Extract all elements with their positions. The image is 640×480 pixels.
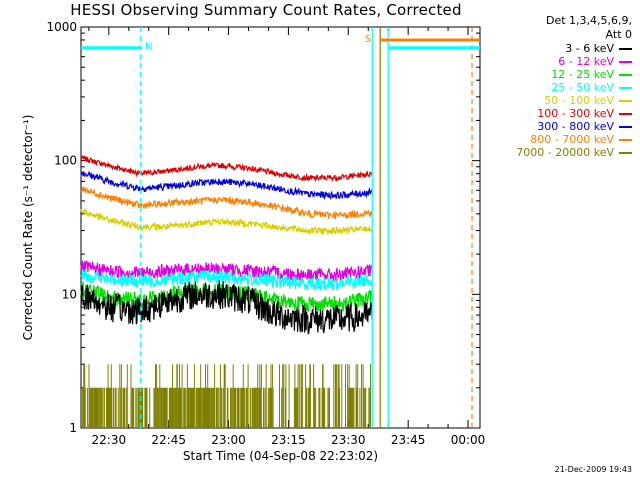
y-tick-label: 1000 <box>46 20 77 34</box>
x-tick-label: 23:00 <box>211 433 246 447</box>
legend-item: 12 - 25 keV <box>484 68 632 81</box>
legend-swatch <box>619 138 632 141</box>
legend-item: 7000 - 20000 keV <box>484 146 632 159</box>
legend-item-label: 25 - 50 keV <box>551 81 614 94</box>
y-tick-label: 10 <box>62 287 77 301</box>
legend-item-label: 800 - 7000 keV <box>530 133 614 146</box>
legend-header-line-1: Det 1,3,4,5,6,9, <box>545 14 632 27</box>
x-tick-label: 23:15 <box>271 433 306 447</box>
legend-swatch <box>619 112 632 115</box>
legend-item-label: 7000 - 20000 keV <box>516 146 614 159</box>
series-line <box>80 281 373 313</box>
legend-swatch <box>619 99 632 102</box>
legend-swatch <box>619 47 632 50</box>
legend: Det 1,3,4,5,6,9, Att 0 3 - 6 keV 6 - 12 k… <box>484 14 632 159</box>
series-line <box>80 155 373 183</box>
x-tick-label: 23:30 <box>331 433 366 447</box>
legend-item: 800 - 7000 keV <box>484 133 632 146</box>
series-line <box>82 364 371 428</box>
legend-item: 100 - 300 keV <box>484 107 632 120</box>
x-tick-label: 23:45 <box>391 433 426 447</box>
series-line <box>80 268 373 293</box>
legend-item-label: 12 - 25 keV <box>551 68 614 81</box>
legend-swatch <box>619 151 632 154</box>
plot-frame <box>80 26 481 429</box>
flag-label: S <box>365 34 371 45</box>
legend-item: 25 - 50 keV <box>484 81 632 94</box>
legend-item-label: 6 - 12 keV <box>558 55 614 68</box>
chart-title: HESSI Observing Summary Count Rates, Cor… <box>70 1 462 19</box>
series-line <box>80 185 373 221</box>
series-line <box>80 280 373 335</box>
series-line <box>80 208 373 236</box>
flag-label: N <box>145 42 152 53</box>
legend-items: 3 - 6 keV 6 - 12 keV 12 - 25 keV 25 - 50 ke… <box>484 42 632 159</box>
series-line <box>80 170 373 201</box>
legend-item: 50 - 100 keV <box>484 94 632 107</box>
y-axis-label: Corrected Count Rate (s⁻¹ detector⁻¹) <box>21 115 35 341</box>
x-tick-label: 00:00 <box>451 433 486 447</box>
legend-item: 6 - 12 keV <box>484 55 632 68</box>
x-tick-label: 22:45 <box>151 433 186 447</box>
y-tick-label: 1 <box>69 421 77 435</box>
legend-swatch <box>619 60 632 63</box>
legend-item: 300 - 800 keV <box>484 120 632 133</box>
y-tick-label: 100 <box>54 154 77 168</box>
legend-swatch <box>619 86 632 89</box>
legend-item-label: 3 - 6 keV <box>565 42 614 55</box>
legend-header-line-2: Att 0 <box>605 28 632 41</box>
x-tick-label: 22:30 <box>92 433 127 447</box>
legend-item-label: 100 - 300 keV <box>537 107 614 120</box>
x-axis-label: Start Time (04-Sep-08 22:23:02) <box>183 449 378 463</box>
generation-timestamp: 21-Dec-2009 19:43 <box>554 465 632 474</box>
legend-item: 3 - 6 keV <box>484 42 632 55</box>
series-line <box>80 259 373 282</box>
legend-item-label: 300 - 800 keV <box>537 120 614 133</box>
legend-swatch <box>619 73 632 76</box>
legend-swatch <box>619 125 632 128</box>
legend-item-label: 50 - 100 keV <box>544 94 614 107</box>
